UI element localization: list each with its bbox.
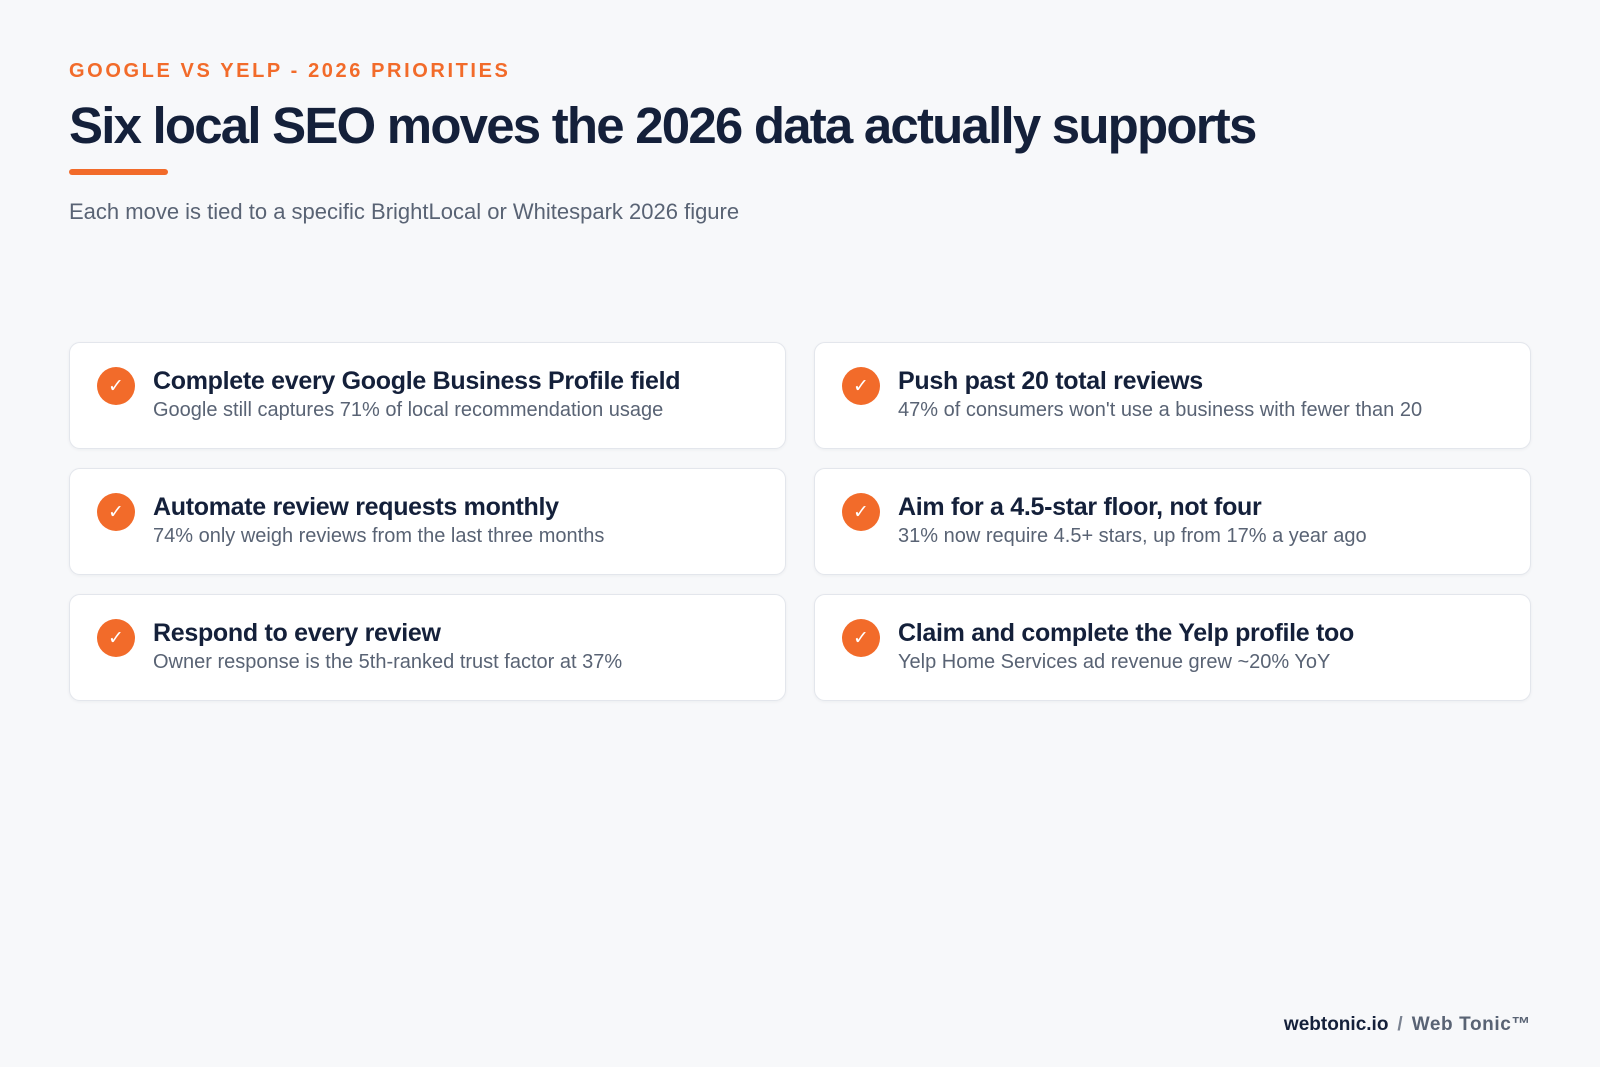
move-description: 31% now require 4.5+ stars, up from 17% … xyxy=(898,525,1367,547)
eyebrow-label: GOOGLE VS YELP - 2026 PRIORITIES xyxy=(69,60,511,82)
header: GOOGLE VS YELP - 2026 PRIORITIES Six loc… xyxy=(69,58,1531,227)
moves-grid: ✓ Complete every Google Business Profile… xyxy=(69,342,1531,701)
move-card: ✓ Automate review requests monthly 74% o… xyxy=(69,468,786,575)
move-title: Aim for a 4.5-star floor, not four xyxy=(898,493,1262,521)
move-title: Complete every Google Business Profile f… xyxy=(153,367,681,395)
title-underline xyxy=(69,169,168,175)
footer-credit: webtonic.io / Web Tonic™ xyxy=(1284,1012,1531,1038)
check-circle-icon: ✓ xyxy=(97,493,135,531)
move-description: 74% only weigh reviews from the last thr… xyxy=(153,525,605,547)
move-card: ✓ Claim and complete the Yelp profile to… xyxy=(814,594,1531,701)
move-description: Yelp Home Services ad revenue grew ~20% … xyxy=(898,651,1331,673)
footer-separator: / xyxy=(1397,1014,1403,1035)
move-card: ✓ Complete every Google Business Profile… xyxy=(69,342,786,449)
move-description: 47% of consumers won't use a business wi… xyxy=(898,399,1423,421)
move-title: Claim and complete the Yelp profile too xyxy=(898,619,1354,647)
page-subtitle: Each move is tied to a specific BrightLo… xyxy=(69,199,740,224)
check-circle-icon: ✓ xyxy=(842,619,880,657)
move-card: ✓ Aim for a 4.5-star floor, not four 31%… xyxy=(814,468,1531,575)
check-circle-icon: ✓ xyxy=(842,493,880,531)
move-card: ✓ Respond to every review Owner response… xyxy=(69,594,786,701)
move-description: Google still captures 71% of local recom… xyxy=(153,399,664,421)
footer-site: webtonic.io xyxy=(1283,1014,1389,1035)
move-card: ✓ Push past 20 total reviews 47% of cons… xyxy=(814,342,1531,449)
check-circle-icon: ✓ xyxy=(97,367,135,405)
move-title: Automate review requests monthly xyxy=(153,493,559,521)
check-circle-icon: ✓ xyxy=(97,619,135,657)
footer-brand: Web Tonic™ xyxy=(1411,1014,1531,1035)
move-title: Respond to every review xyxy=(153,619,441,647)
move-description: Owner response is the 5th-ranked trust f… xyxy=(153,651,623,673)
move-title: Push past 20 total reviews xyxy=(898,367,1203,395)
check-circle-icon: ✓ xyxy=(842,367,880,405)
page-title: Six local SEO moves the 2026 data actual… xyxy=(69,97,1257,154)
